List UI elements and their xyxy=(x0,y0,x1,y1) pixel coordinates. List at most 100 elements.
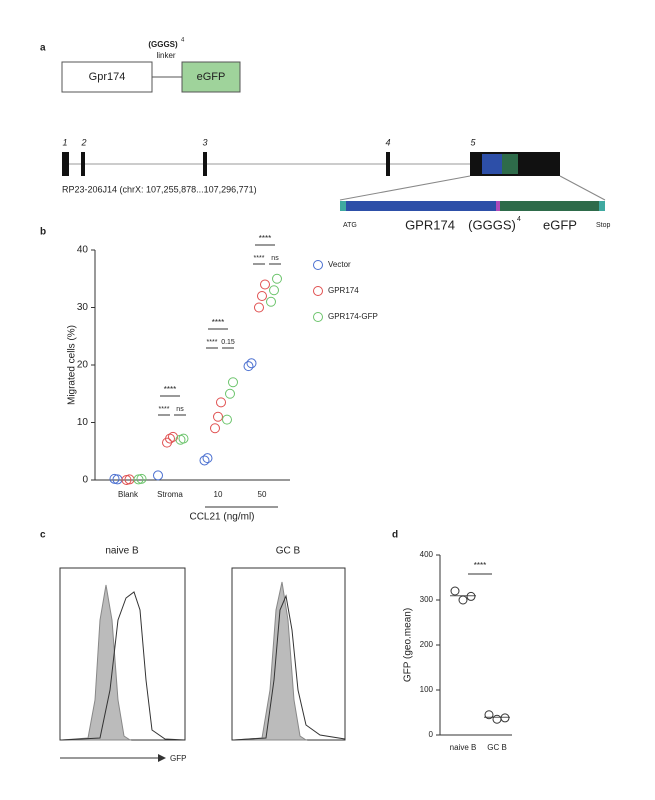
point xyxy=(216,397,226,408)
linker-label: linker xyxy=(156,51,175,60)
sig-left: **** xyxy=(159,406,170,413)
gfp-bar xyxy=(500,201,599,211)
gene-text: Gpr174 xyxy=(89,71,126,83)
y-axis-label: GFP (geo.mean) xyxy=(403,608,414,682)
exon-number: 1 xyxy=(62,137,67,147)
hist-title: naive B xyxy=(105,546,139,557)
y-tick-label: 10 xyxy=(77,417,89,428)
point xyxy=(260,279,270,290)
atg: ATG xyxy=(343,222,357,229)
sig-right: ns xyxy=(176,406,184,413)
point xyxy=(492,714,502,724)
legend-marker xyxy=(313,312,323,322)
exon-gfp xyxy=(502,154,518,174)
exon xyxy=(81,152,85,176)
x-tick-label: Stroma xyxy=(157,490,183,499)
utr xyxy=(340,201,346,211)
arrow-head xyxy=(158,754,166,762)
point xyxy=(199,455,210,466)
exon-cds xyxy=(482,154,502,174)
y-tick-label: 0 xyxy=(429,730,434,739)
exon xyxy=(62,152,69,176)
point xyxy=(269,285,279,296)
point xyxy=(246,358,257,369)
panel-label: b xyxy=(40,227,46,238)
y-tick-label: 400 xyxy=(420,550,434,559)
stop: Stop xyxy=(596,222,611,229)
point xyxy=(243,361,254,372)
x-tick-label: 50 xyxy=(258,490,267,499)
sig-main: **** xyxy=(212,318,224,327)
tag-box xyxy=(181,61,241,93)
tag-text: eGFP xyxy=(197,71,226,83)
y-tick-label: 0 xyxy=(82,475,88,486)
bac-label: RP23-206J14 (chrX: 107,255,878...107,296… xyxy=(62,184,257,194)
sig-right: 0.15 xyxy=(221,339,235,346)
point xyxy=(257,291,267,301)
linker-sup: 4 xyxy=(517,216,521,223)
legend-marker xyxy=(313,286,323,296)
point xyxy=(222,414,232,425)
stain-hist xyxy=(233,594,346,741)
sig: **** xyxy=(474,561,486,570)
utr xyxy=(599,201,605,211)
point xyxy=(210,423,220,434)
isotype-hist xyxy=(233,581,308,741)
panel-label: c xyxy=(40,530,46,541)
sig-left: **** xyxy=(254,255,265,262)
cds-bar xyxy=(346,201,496,211)
legend-label: GPR174-GFP xyxy=(328,312,378,321)
y-axis-label: Migrated cells (%) xyxy=(67,325,78,405)
y-tick-label: 40 xyxy=(77,245,89,256)
gfp-label: eGFP xyxy=(543,217,577,232)
legend-marker xyxy=(313,260,323,270)
point xyxy=(228,377,238,388)
exon xyxy=(386,152,390,176)
point xyxy=(225,388,235,399)
point xyxy=(178,433,189,444)
point xyxy=(136,473,147,484)
stain-hist xyxy=(61,591,186,741)
y-tick-label: 200 xyxy=(420,640,434,649)
point xyxy=(213,411,223,422)
linker-seq: (GGGS) xyxy=(148,40,178,49)
point xyxy=(450,586,460,596)
point xyxy=(500,713,510,723)
linker-bar xyxy=(496,201,500,211)
y-tick-label: 300 xyxy=(420,595,434,604)
exon-number: 3 xyxy=(202,137,207,147)
point xyxy=(165,433,175,444)
panel-label: d xyxy=(392,530,398,541)
linker-text: (GGGS) xyxy=(468,217,516,232)
y-tick-label: 30 xyxy=(77,302,89,313)
legend-label: GPR174 xyxy=(328,286,359,295)
y-tick-label: 100 xyxy=(420,685,434,694)
panel-label: a xyxy=(40,43,46,54)
point xyxy=(484,710,494,720)
hist-xlabel: GFP xyxy=(170,754,186,763)
exon-number: 5 xyxy=(470,137,476,147)
x-tick-label: Blank xyxy=(118,490,139,499)
x-axis-label: CCL21 (ng/ml) xyxy=(189,512,254,523)
zoom-line xyxy=(339,175,471,201)
x-tick-label: 10 xyxy=(214,490,223,499)
linker-sup: 4 xyxy=(181,38,185,44)
point xyxy=(153,470,163,481)
gene-box xyxy=(61,61,153,93)
point xyxy=(202,453,213,464)
point xyxy=(272,273,282,284)
y-tick-label: 20 xyxy=(77,360,89,371)
sig-main: **** xyxy=(259,234,271,243)
exon-number: 2 xyxy=(80,137,86,147)
point xyxy=(466,591,476,601)
exon xyxy=(203,152,207,176)
point xyxy=(168,431,178,442)
point xyxy=(254,302,264,313)
sig-main: **** xyxy=(164,385,176,394)
hist-title: GC B xyxy=(276,546,301,557)
hist-frame xyxy=(59,567,186,741)
zoom-line xyxy=(559,175,606,201)
x-tick-label: GC B xyxy=(487,743,507,752)
point xyxy=(458,595,468,605)
